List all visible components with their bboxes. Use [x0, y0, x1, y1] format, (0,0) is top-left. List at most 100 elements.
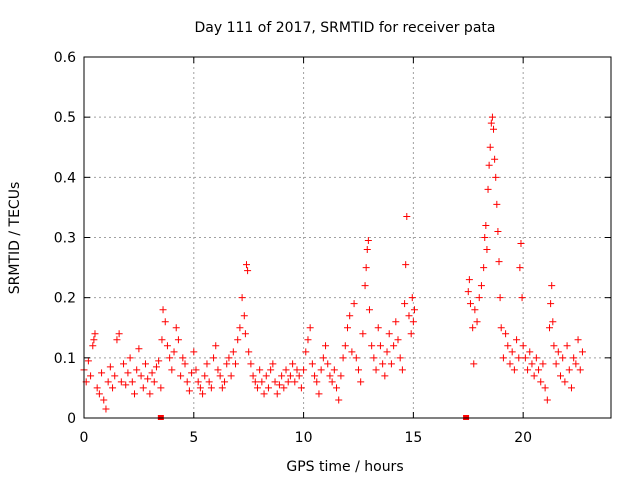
- data-point: [326, 372, 334, 380]
- data-point: [227, 372, 235, 380]
- data-point: [495, 258, 503, 266]
- data-point: [311, 372, 319, 380]
- data-point: [247, 360, 255, 368]
- data-point: [392, 318, 400, 326]
- data-point: [146, 390, 154, 398]
- data-point: [238, 294, 246, 302]
- data-point: [161, 318, 169, 326]
- chart-title: Day 111 of 2017, SRMTID for receiver pat…: [195, 20, 496, 36]
- x-axis-label: GPS time / hours: [286, 459, 403, 475]
- data-point: [352, 354, 360, 362]
- data-point: [282, 366, 290, 374]
- data-point: [225, 354, 233, 362]
- y-tick-label: 0.4: [54, 170, 76, 186]
- data-point: [306, 324, 314, 332]
- data-point: [565, 366, 573, 374]
- y-tick-label: 0.2: [54, 291, 76, 307]
- data-point: [111, 372, 119, 380]
- data-point: [381, 372, 389, 380]
- data-point: [166, 354, 174, 362]
- data-point: [556, 372, 564, 380]
- data-point: [218, 384, 226, 392]
- data-point: [258, 378, 266, 386]
- data-point: [117, 378, 125, 386]
- data-point: [319, 354, 327, 362]
- data-point: [491, 155, 499, 163]
- y-tick-label: 0.5: [54, 110, 76, 126]
- data-point: [280, 384, 288, 392]
- data-point: [302, 348, 310, 356]
- data-point: [223, 360, 231, 368]
- data-point: [308, 360, 316, 368]
- data-point: [561, 378, 569, 386]
- data-point: [183, 378, 191, 386]
- data-point: [493, 200, 501, 208]
- data-point: [286, 372, 294, 380]
- data-point: [260, 390, 268, 398]
- data-point: [210, 354, 218, 362]
- data-point: [139, 384, 147, 392]
- data-point: [344, 324, 351, 332]
- data-point: [496, 294, 504, 302]
- data-point: [317, 366, 325, 374]
- data-point: [530, 372, 538, 380]
- data-point: [174, 336, 182, 344]
- data-point: [188, 369, 196, 377]
- data-point: [574, 336, 582, 344]
- data-point: [120, 360, 128, 368]
- data-point: [484, 185, 492, 193]
- data-point: [499, 354, 507, 362]
- data-point: [244, 267, 252, 275]
- data-point: [240, 312, 248, 320]
- data-point: [543, 396, 551, 404]
- data-point: [291, 378, 299, 386]
- data-point: [357, 378, 365, 386]
- data-point: [350, 300, 358, 308]
- data-point: [548, 282, 556, 290]
- data-point: [315, 390, 323, 398]
- data-point: [348, 348, 356, 356]
- data-point: [405, 312, 413, 320]
- data-point: [482, 221, 490, 229]
- data-point: [471, 306, 479, 314]
- data-point: [518, 294, 526, 302]
- x-tick-label: 0: [80, 430, 89, 446]
- data-point: [470, 360, 478, 368]
- data-point: [269, 360, 277, 368]
- data-point: [150, 378, 158, 386]
- data-point: [398, 366, 406, 374]
- data-point: [229, 348, 237, 356]
- x-tick-label: 15: [404, 430, 422, 446]
- data-point: [95, 390, 103, 398]
- data-point: [532, 354, 540, 362]
- data-point: [192, 366, 200, 374]
- data-point: [93, 384, 101, 392]
- data-point: [196, 384, 204, 392]
- data-point: [289, 360, 297, 368]
- data-point: [199, 390, 207, 398]
- data-point: [330, 366, 338, 374]
- data-point: [194, 378, 202, 386]
- data-point: [91, 330, 99, 338]
- data-point: [519, 342, 527, 350]
- data-point: [163, 342, 171, 350]
- data-point: [273, 390, 281, 398]
- data-point: [547, 300, 555, 308]
- data-point: [214, 366, 222, 374]
- data-point: [486, 143, 494, 151]
- data-point: [256, 366, 264, 374]
- data-point: [515, 354, 523, 362]
- data-point: [541, 384, 549, 392]
- data-point: [170, 348, 178, 356]
- data-point: [485, 161, 493, 169]
- data-point: [87, 372, 95, 380]
- data-point: [354, 366, 362, 374]
- axis-ticks: 0 0.1 0.2 0.3 0.4 0.5 0.6 0 5 10 15 20: [54, 50, 611, 446]
- data-point: [232, 360, 240, 368]
- data-point: [300, 366, 308, 374]
- data-point: [528, 360, 536, 368]
- data-point: [387, 360, 395, 368]
- data-point: [158, 336, 166, 344]
- y-tick-label: 0: [67, 411, 76, 427]
- data-point: [201, 372, 209, 380]
